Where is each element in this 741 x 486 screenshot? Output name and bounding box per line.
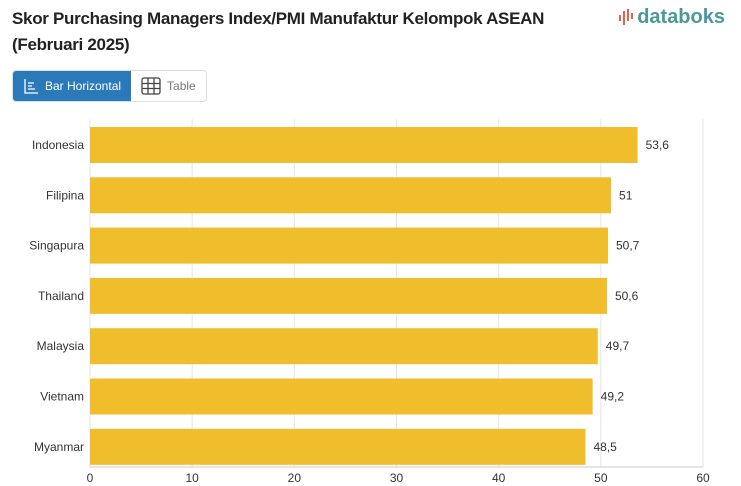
category-label: Vietnam: [40, 390, 84, 404]
category-label: Indonesia: [32, 138, 84, 152]
view-tabs: Bar Horizontal Table: [12, 70, 207, 102]
x-tick-label: 20: [288, 471, 302, 485]
tab-label: Table: [167, 79, 196, 93]
category-label: Thailand: [38, 289, 84, 303]
tab-table[interactable]: Table: [131, 71, 206, 101]
bar-chart-icon: [24, 79, 38, 94]
bar[interactable]: [90, 378, 593, 415]
value-label: 50,7: [616, 239, 640, 253]
x-tick-label: 60: [696, 471, 710, 485]
logo-bars-icon: [619, 8, 634, 25]
category-label: Singapura: [29, 239, 84, 253]
value-label: 53,6: [646, 138, 670, 152]
x-tick-label: 30: [390, 471, 404, 485]
bar[interactable]: [90, 277, 607, 314]
chart-title: Skor Purchasing Managers Index/PMI Manuf…: [12, 6, 572, 58]
category-label: Filipina: [46, 188, 84, 202]
category-label: Malaysia: [37, 339, 85, 353]
value-label: 49,2: [601, 390, 625, 404]
tab-bar-horizontal[interactable]: Bar Horizontal: [13, 71, 132, 101]
bar[interactable]: [90, 328, 598, 365]
databoks-logo[interactable]: databoks: [618, 6, 725, 29]
x-tick-label: 40: [492, 471, 506, 485]
bar[interactable]: [90, 127, 638, 163]
title-line-2: (Februari 2025): [12, 35, 130, 54]
bar[interactable]: [90, 227, 608, 264]
value-label: 51: [619, 188, 633, 202]
logo-text: databoks: [637, 6, 725, 28]
table-icon: [141, 77, 161, 95]
x-tick-label: 50: [594, 471, 608, 485]
x-tick-label: 10: [185, 471, 199, 485]
category-label: Myanmar: [34, 440, 84, 454]
value-label: 48,5: [594, 440, 618, 454]
bar[interactable]: [90, 428, 586, 465]
value-label: 49,7: [606, 339, 630, 353]
title-line-1: Skor Purchasing Managers Index/PMI Manuf…: [12, 9, 545, 28]
bar[interactable]: [90, 177, 612, 214]
x-tick-label: 0: [87, 471, 94, 485]
tab-label: Bar Horizontal: [45, 79, 122, 93]
value-label: 50,6: [615, 289, 639, 303]
